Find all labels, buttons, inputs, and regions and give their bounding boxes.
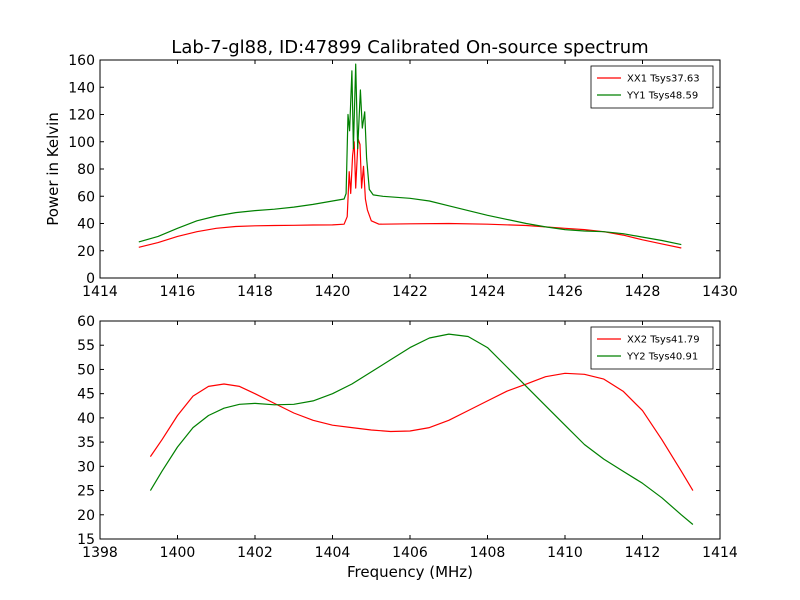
x-tick-label: 1420 bbox=[315, 284, 351, 300]
legend-box bbox=[590, 65, 714, 109]
series-line-1-0 bbox=[149, 372, 694, 491]
y-tick-label: 80 bbox=[77, 162, 95, 178]
bottom-panel: 1398 1400 1402 1404 1406 1408 1410 1412 1414 15 20… bbox=[77, 314, 738, 561]
series-line-0-1 bbox=[138, 63, 682, 246]
x-tick-label: 1404 bbox=[315, 545, 351, 561]
legend: XX1 Tsys37.63 YY1 Tsys48.59 bbox=[590, 65, 714, 109]
x-tick-label: 1406 bbox=[392, 545, 428, 561]
x-tick-label: 1412 bbox=[625, 545, 661, 561]
legend-label: XX1 Tsys37.63 bbox=[627, 74, 700, 85]
x-tick-label: 1416 bbox=[160, 284, 196, 300]
x-tick-label: 1414 bbox=[82, 284, 118, 300]
top-panel: 1414 1416 1418 1420 1422 1424 1426 1428 1430 0 20 4… bbox=[68, 53, 738, 300]
y-tick-label: 30 bbox=[77, 459, 95, 475]
x-tick-label: 1418 bbox=[237, 284, 273, 300]
y-tick-label: 40 bbox=[77, 411, 95, 427]
y-tick-label: 120 bbox=[68, 108, 95, 124]
x-tick-label: 1398 bbox=[82, 545, 118, 561]
x-axis-label: Frequency (MHz) bbox=[347, 563, 473, 581]
y-tick-label: 15 bbox=[77, 532, 95, 548]
legend-label: YY1 Tsys48.59 bbox=[626, 91, 698, 102]
y-tick-label: 40 bbox=[77, 217, 95, 233]
y-tick-label: 45 bbox=[77, 387, 95, 403]
y-tick-label: 50 bbox=[77, 362, 95, 378]
y-tick-label: 60 bbox=[77, 314, 95, 330]
y-tick-label: 25 bbox=[77, 484, 95, 500]
legend-label: YY2 Tsys40.91 bbox=[626, 352, 698, 363]
chart-title: Lab-7-gl88, ID:47899 Calibrated On-sourc… bbox=[171, 37, 648, 58]
x-tick-label: 1428 bbox=[625, 284, 661, 300]
legend-label: XX2 Tsys41.79 bbox=[627, 335, 700, 346]
x-tick-label: 1408 bbox=[470, 545, 506, 561]
y-axis-label: Power in Kelvin bbox=[44, 112, 62, 226]
y-tick-label: 0 bbox=[86, 271, 95, 287]
x-tick-label: 1422 bbox=[392, 284, 428, 300]
x-tick-label: 1400 bbox=[160, 545, 196, 561]
y-tick-label: 140 bbox=[68, 80, 95, 96]
y-tick-label: 160 bbox=[68, 53, 95, 69]
y-tick-label: 100 bbox=[68, 135, 95, 151]
y-tick-label: 35 bbox=[77, 435, 95, 451]
legend-box bbox=[590, 326, 714, 370]
x-tick-label: 1410 bbox=[547, 545, 583, 561]
x-tick-label: 1402 bbox=[237, 545, 273, 561]
x-tick-label: 1430 bbox=[702, 284, 738, 300]
y-tick-label: 55 bbox=[77, 338, 95, 354]
x-tick-label: 1414 bbox=[702, 545, 738, 561]
series-line-1-1 bbox=[149, 333, 694, 525]
x-tick-label: 1426 bbox=[547, 284, 583, 300]
y-tick-label: 20 bbox=[77, 508, 95, 524]
y-tick-label: 20 bbox=[77, 244, 95, 260]
x-tick-label: 1424 bbox=[470, 284, 506, 300]
legend: XX2 Tsys41.79 YY2 Tsys40.91 bbox=[590, 326, 714, 370]
y-tick-label: 60 bbox=[77, 189, 95, 205]
